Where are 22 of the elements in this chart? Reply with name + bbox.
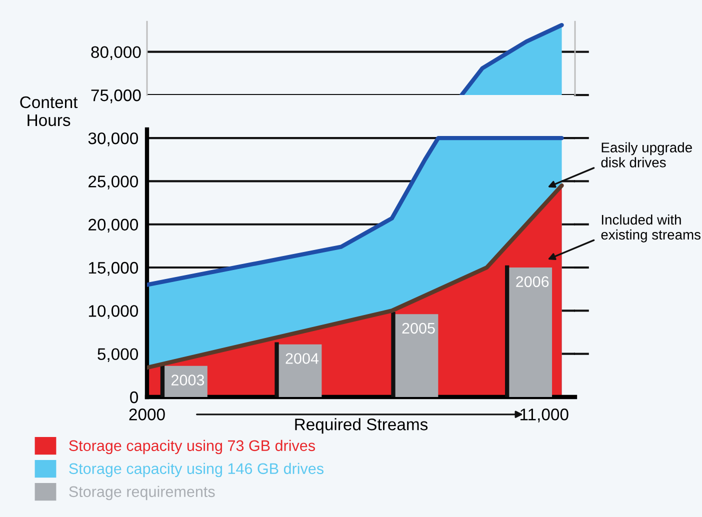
annotation: 2005 bbox=[402, 322, 435, 334]
y-axis-title: Content Hours bbox=[20, 96, 78, 126]
y-tick-label: 0 bbox=[130, 391, 138, 404]
y-tick-label: 25,000 bbox=[88, 176, 138, 190]
y-tick-label: 10,000 bbox=[88, 305, 138, 319]
legend-label: Storage capacity using 73 GB drives bbox=[69, 440, 315, 454]
y-tick-label: 75,000 bbox=[91, 89, 141, 104]
text: Included with existing streams bbox=[601, 214, 701, 242]
y-tick-label: 30,000 bbox=[88, 132, 138, 146]
annotation: 2006 bbox=[516, 276, 549, 288]
y-tick-label: 5,000 bbox=[98, 348, 138, 362]
x-axis-title: Required Streams bbox=[295, 418, 428, 434]
x-tick-label: 2000 bbox=[129, 408, 165, 420]
annotation: 2003 bbox=[172, 374, 204, 386]
legend-label: Storage capacity using 146 GB drives bbox=[69, 462, 324, 478]
legend-label: Storage requirements bbox=[69, 486, 215, 500]
y-tick-label: 80,000 bbox=[91, 46, 141, 60]
annotation: 2004 bbox=[286, 353, 319, 364]
y-tick-label: 20,000 bbox=[88, 218, 138, 233]
text: Easily upgrade disk drives bbox=[601, 142, 692, 168]
x-tick-label: 11,000 bbox=[520, 408, 568, 422]
y-tick-label: 15,000 bbox=[88, 262, 138, 276]
